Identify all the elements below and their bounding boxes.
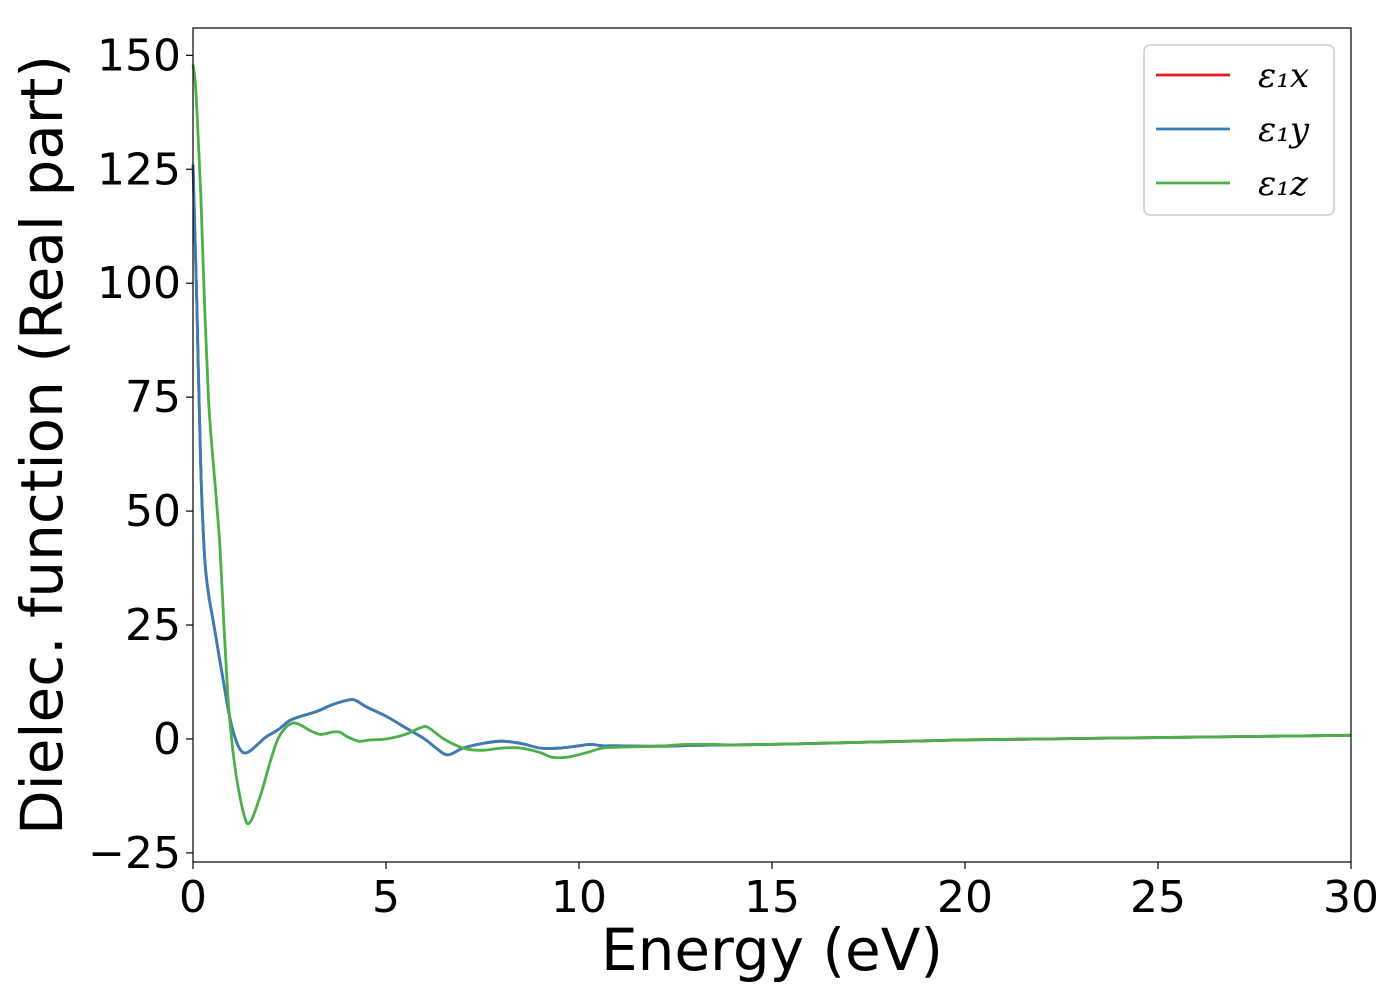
x-tick-label: 15 (744, 872, 800, 923)
x-axis-label: Energy (eV) (601, 916, 943, 984)
y-tick-label: 125 (97, 144, 181, 195)
y-tick-label: 150 (97, 30, 181, 81)
legend-label: ε₁x (1258, 56, 1309, 96)
x-tick-label: 0 (179, 872, 207, 923)
legend: ε₁x ε₁y ε₁z (1143, 44, 1335, 216)
y-tick-label: 75 (125, 372, 181, 423)
series-layer (191, 64, 1352, 826)
x-tick-label: 5 (372, 872, 400, 923)
legend-label: ε₁y (1258, 110, 1310, 150)
series-line-2 (191, 164, 1352, 757)
x-tick-label: 20 (937, 872, 993, 923)
y-tick-label: 100 (97, 258, 181, 309)
y-tick-label: 50 (125, 486, 181, 537)
series-line-3 (191, 64, 1352, 826)
plot-frame (192, 27, 1352, 863)
x-tick-label: 10 (551, 872, 607, 923)
series-line-1 (191, 164, 1352, 757)
y-axis-label: Dielec. function (Real part) (8, 55, 76, 835)
y-tick-label: 25 (125, 600, 181, 651)
legend-label: ε₁z (1258, 164, 1309, 204)
x-tick-label: 30 (1323, 872, 1379, 923)
legend-box (1143, 44, 1335, 216)
x-tick-label: 25 (1130, 872, 1186, 923)
y-tick-label: −25 (88, 828, 181, 879)
y-tick-label: 0 (153, 714, 181, 765)
